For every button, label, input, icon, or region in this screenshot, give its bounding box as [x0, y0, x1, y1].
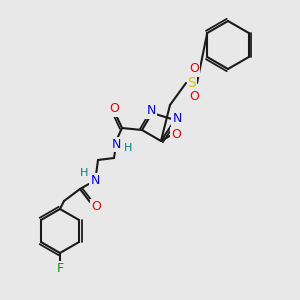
Text: S: S	[188, 76, 196, 90]
Text: N: N	[172, 112, 182, 125]
Text: O: O	[91, 200, 101, 212]
Text: O: O	[189, 62, 199, 76]
Text: O: O	[171, 128, 181, 140]
Text: N: N	[90, 173, 100, 187]
Text: H: H	[80, 168, 88, 178]
Text: O: O	[109, 103, 119, 116]
Text: F: F	[56, 262, 64, 275]
Text: O: O	[189, 91, 199, 103]
Text: N: N	[146, 104, 156, 118]
Text: N: N	[111, 137, 121, 151]
Text: H: H	[124, 143, 132, 153]
